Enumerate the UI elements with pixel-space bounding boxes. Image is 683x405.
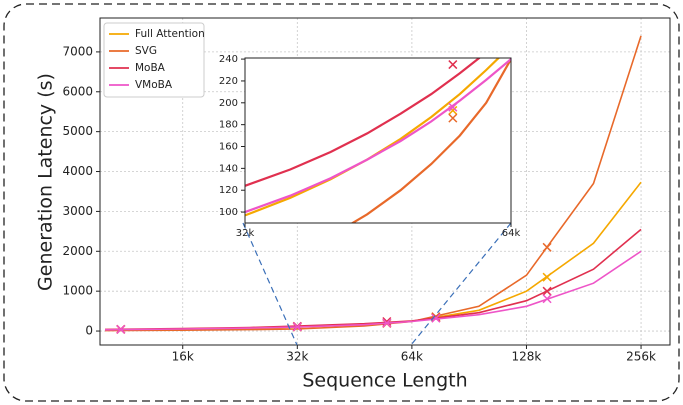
legend-label: MoBA (135, 62, 166, 74)
y-tick-label: 120 (219, 185, 238, 196)
y-tick-label: 6000 (62, 84, 93, 98)
x-tick-label: 32k (286, 350, 308, 364)
legend-label: VMoBA (135, 79, 173, 91)
zoom-line (410, 222, 512, 346)
x-tick-label: 16k (172, 350, 194, 364)
y-tick-label: 7000 (62, 44, 93, 58)
marker (542, 272, 552, 282)
y-tick-label: 240 (219, 54, 238, 65)
y-tick-label: 1000 (62, 284, 93, 298)
marker (382, 318, 392, 328)
y-tick-label: 3000 (62, 204, 93, 218)
y-axis-label: Generation Latency (s) (35, 73, 57, 291)
marker (448, 60, 458, 70)
y-tick-label: 180 (219, 120, 238, 131)
x-tick-label: 64k (502, 228, 521, 239)
x-tick-label: 256k (626, 350, 656, 364)
y-tick-label: 200 (219, 98, 238, 109)
y-tick-label: 2000 (62, 244, 93, 258)
legend-label: SVG (135, 45, 157, 57)
x-tick-label: 32k (236, 228, 255, 239)
marker (542, 242, 552, 252)
marker (116, 324, 126, 334)
series-line (245, 58, 501, 217)
legend-box (103, 22, 205, 98)
plot-frame (244, 57, 512, 224)
series-line (104, 250, 642, 331)
marker (448, 113, 458, 123)
y-tick-label: 5000 (62, 124, 93, 138)
series-line (245, 58, 511, 214)
x-tick-label: 128k (512, 350, 542, 364)
x-tick-label: 64k (401, 350, 423, 364)
zoom-line (242, 222, 298, 346)
x-axis-label: Sequence Length (302, 370, 467, 392)
series-layer (245, 58, 511, 223)
plot-frame (99, 17, 671, 346)
marker (542, 294, 552, 304)
marker (431, 313, 441, 323)
y-tick-label: 0 (85, 324, 93, 338)
series-layer (104, 35, 642, 334)
marker (542, 286, 552, 296)
series-line (245, 58, 481, 187)
y-tick-label: 140 (219, 163, 238, 174)
y-tick-label: 160 (219, 142, 238, 153)
legend-label: Full Attention (135, 28, 205, 40)
series-line (350, 58, 511, 223)
marker (292, 322, 302, 332)
inset-plot: 100 120 140 160 180 200 220 240 32k 64k (219, 54, 521, 239)
y-tick-label: 100 (219, 207, 238, 218)
frame (3, 3, 680, 402)
marker (448, 102, 458, 112)
y-tick-label: 4000 (62, 164, 93, 178)
y-tick-label: 220 (219, 76, 238, 87)
